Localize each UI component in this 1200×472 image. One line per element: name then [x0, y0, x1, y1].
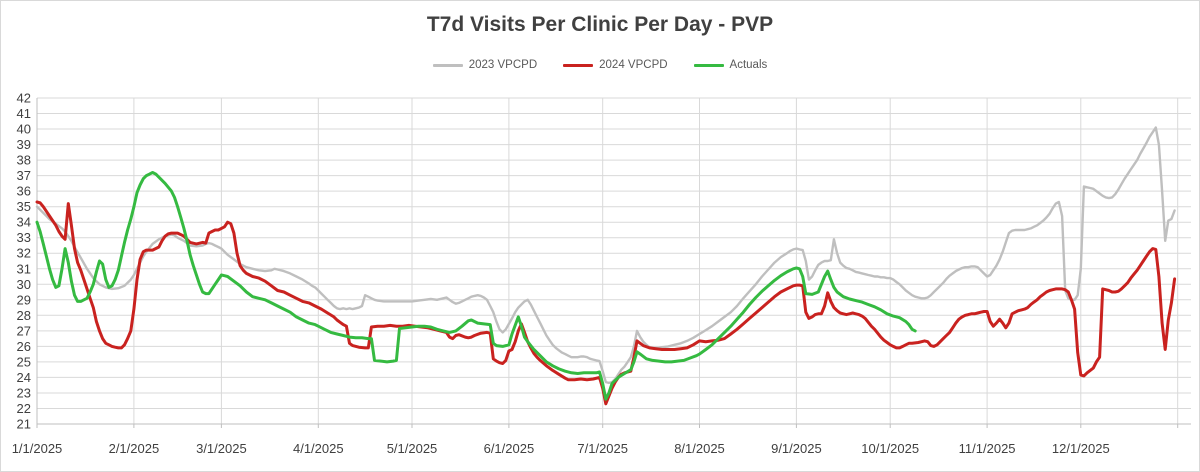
y-tick-label: 22: [17, 401, 31, 416]
y-tick-label: 28: [17, 308, 31, 323]
y-tick-label: 27: [17, 323, 31, 338]
y-tick-label: 41: [17, 106, 31, 121]
legend: 2023 VPCPD 2024 VPCPD Actuals: [1, 59, 1199, 71]
y-tick-label: 25: [17, 354, 31, 369]
x-tick-label: 12/1/2025: [1052, 441, 1110, 456]
x-tick-label: 2/1/2025: [109, 441, 160, 456]
y-tick-label: 38: [17, 153, 31, 168]
x-tick-label: 11/1/2025: [959, 441, 1016, 456]
y-tick-label: 42: [17, 91, 31, 106]
legend-swatch-2023-vpcpd: [432, 63, 463, 67]
x-tick-label: 4/1/2025: [293, 441, 344, 456]
y-tick-label: 40: [17, 122, 31, 137]
legend-item-2024-vpcpd[interactable]: 2024 VPCPD: [563, 59, 668, 71]
x-tick-labels: 1/1/2025 2/1/2025 3/1/2025 4/1/2025 5/1/2025…: [12, 441, 1110, 456]
legend-item-2023-vpcpd[interactable]: 2023 VPCPD: [432, 59, 538, 71]
y-tick-label: 26: [17, 339, 31, 354]
y-tick-label: 34: [17, 215, 31, 230]
x-tick-label: 7/1/2025: [577, 441, 628, 456]
y-tick-label: 32: [17, 246, 31, 261]
legend-label-2024-vpcpd: 2024 VPCPD: [599, 59, 668, 71]
legend-item-actuals[interactable]: Actuals: [693, 59, 768, 71]
y-tick-label: 21: [17, 417, 31, 432]
x-tick-label: 3/1/2025: [196, 441, 247, 456]
y-tick-label: 35: [17, 199, 31, 214]
x-tick-label: 1/1/2025: [12, 441, 63, 456]
x-tick-label: 10/1/2025: [861, 441, 919, 456]
series-line-actuals: [35, 171, 917, 401]
legend-swatch-2024-vpcpd: [563, 63, 594, 67]
x-tick-label: 6/1/2025: [484, 441, 535, 456]
y-tick-label: 37: [17, 168, 31, 183]
y-tick-label: 39: [17, 137, 31, 152]
series-lines: [35, 126, 1177, 406]
chart-title: T7d Visits Per Clinic Per Day - PVP: [426, 13, 774, 36]
y-tick-label: 36: [17, 184, 31, 199]
y-tick-label: 33: [17, 230, 31, 245]
y-tick-label: 24: [17, 370, 31, 385]
gridlines: [36, 97, 1191, 424]
series-line-2023-vpcpd: [35, 126, 1176, 385]
legend-label-2023-vpcpd: 2023 VPCPD: [468, 59, 538, 71]
x-tick-label: 5/1/2025: [387, 441, 438, 456]
x-tick-label: 9/1/2025: [771, 441, 822, 456]
y-tick-label: 30: [17, 277, 31, 292]
y-tick-labels: 4241403938373635343332313029282726252423…: [17, 91, 31, 432]
series-line-2024-vpcpd: [35, 200, 1177, 406]
y-tick-label: 29: [17, 292, 31, 307]
axis-lines: [36, 98, 1191, 428]
y-tick-label: 23: [17, 386, 31, 401]
y-tick-label: 31: [17, 261, 31, 276]
legend-label-actuals: Actuals: [729, 59, 768, 71]
legend-swatch-actuals: [693, 63, 724, 67]
x-tick-label: 8/1/2025: [674, 441, 725, 456]
